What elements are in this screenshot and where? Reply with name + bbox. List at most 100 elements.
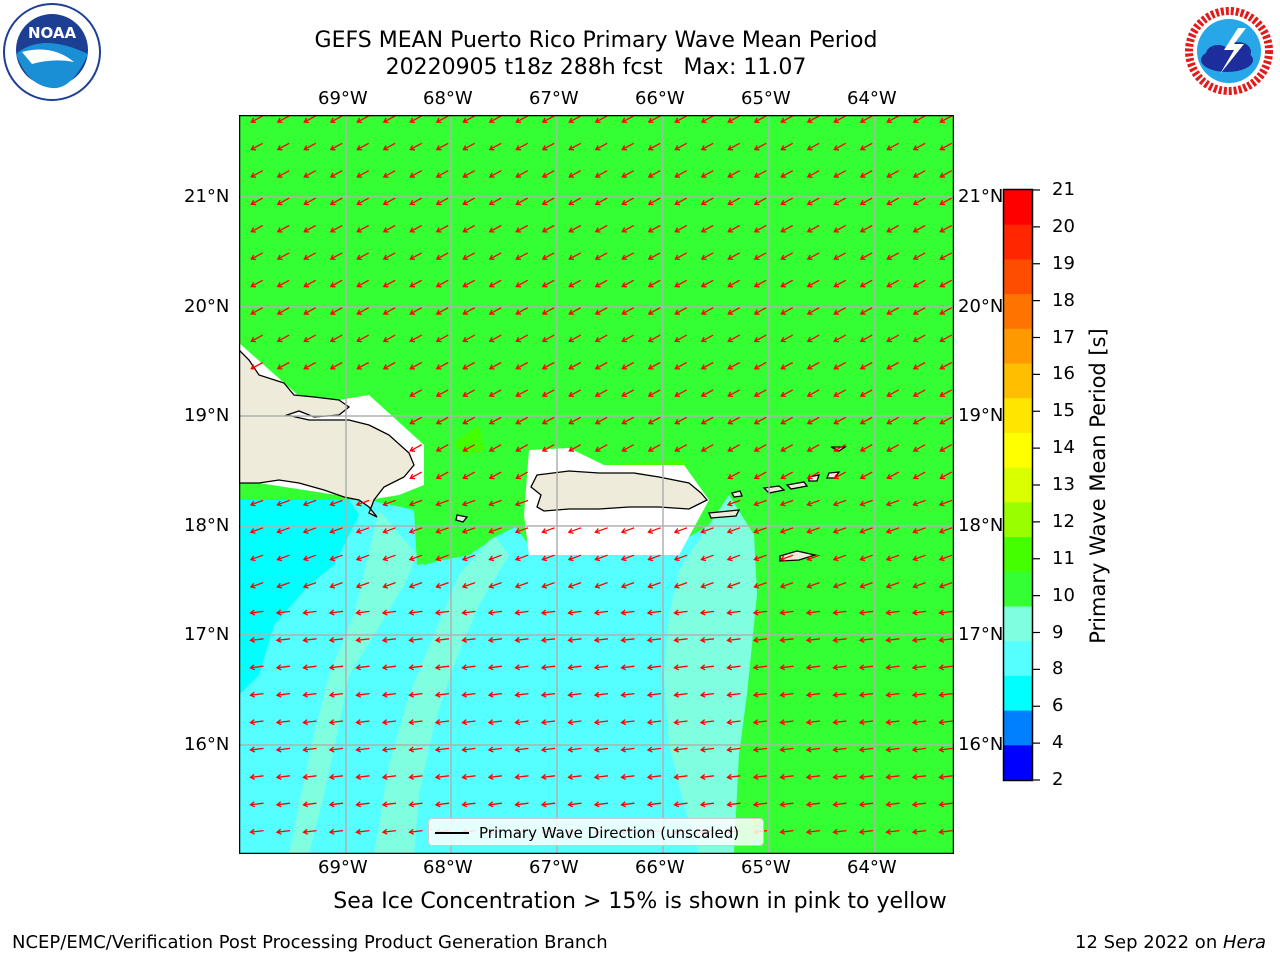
map-legend: Primary Wave Direction (unscaled) (428, 818, 764, 846)
wave-period-map (239, 115, 954, 854)
wave-arrow (912, 416, 926, 425)
wave-arrow (382, 334, 396, 343)
wave-arrow (726, 746, 741, 753)
wave-arrow (673, 773, 688, 780)
wave-arrow (779, 746, 794, 753)
wave-arrow (488, 499, 502, 507)
chart-subtitle: 20220905 t18z 288h fcst Max: 11.07 (385, 55, 807, 80)
wave-direction-arrows (249, 115, 953, 835)
wave-arrow (859, 115, 873, 124)
wave-arrow (355, 773, 370, 780)
wave-arrow (938, 828, 953, 835)
wave-arrow (939, 416, 953, 425)
wave-arrow (541, 197, 555, 206)
wave-arrow (885, 801, 900, 808)
wave-arrow (409, 307, 423, 315)
wave-arrow (727, 334, 741, 343)
wave-arrow (461, 554, 476, 562)
wave-arrow (356, 224, 370, 233)
wave-arrow (568, 444, 582, 452)
wave-arrow (567, 609, 582, 616)
wave-arrow (594, 389, 608, 398)
colorbar-segment (1004, 467, 1032, 503)
wave-arrow (303, 115, 317, 124)
colorbar (1002, 188, 1040, 782)
wave-arrow (567, 527, 582, 534)
lat-label-left: 17°N (184, 624, 230, 645)
wave-arrow (646, 609, 662, 616)
wave-arrow (673, 664, 688, 671)
wave-arrow (858, 719, 874, 726)
wave-arrow (912, 444, 926, 452)
wave-arrow (567, 664, 582, 671)
wave-arrow (806, 252, 820, 261)
wave-arrow (409, 444, 423, 452)
wave-arrow (302, 801, 317, 808)
wave-arrow (276, 499, 290, 507)
wave-arrow (806, 416, 820, 425)
lat-label-right: 17°N (958, 624, 1004, 645)
lat-label-left: 19°N (184, 405, 230, 426)
wave-arrow (806, 527, 820, 534)
wave-arrow (673, 801, 688, 808)
wave-arrow (753, 554, 767, 562)
wave-arrow (568, 416, 582, 425)
wave-arrow (461, 719, 476, 726)
period-field-9-10 (289, 510, 417, 854)
wave-arrow (355, 499, 370, 507)
wave-arrow (329, 279, 343, 288)
wave-arrow (488, 334, 502, 343)
wave-arrow (780, 115, 794, 124)
wave-arrow (700, 444, 714, 452)
wave-arrow (541, 334, 555, 343)
wave-arrow (381, 636, 397, 643)
wave-arrow (806, 581, 820, 589)
wave-arrow (488, 361, 502, 370)
wave-arrow (408, 527, 423, 534)
wave-arrow (329, 527, 343, 534)
colorbar-segment (1004, 363, 1032, 399)
wave-arrow (833, 170, 847, 178)
wave-arrow (859, 361, 873, 370)
wave-arrow (912, 581, 926, 589)
wave-arrow (488, 471, 502, 480)
wave-arrow (805, 719, 821, 726)
wave-arrow (859, 416, 873, 425)
wave-arrow (621, 115, 635, 124)
wave-arrow (647, 252, 661, 261)
wave-arrow (487, 773, 503, 780)
wave-arrow (833, 279, 847, 288)
period-field-11-12 (454, 425, 484, 455)
colorbar-tick-label: 15 (1052, 400, 1075, 422)
wave-arrow (540, 664, 556, 671)
wave-arrow (886, 361, 900, 370)
wave-arrow (568, 170, 582, 178)
wave-arrow (303, 224, 317, 233)
wave-arrow (938, 773, 953, 780)
wave-arrow (939, 471, 953, 480)
wave-arrow (515, 361, 529, 370)
wave-arrow (805, 691, 821, 698)
wave-arrow (674, 224, 688, 233)
wave-arrow (461, 527, 476, 534)
wave-arrow (886, 471, 900, 480)
wave-arrow (885, 664, 900, 671)
wave-arrow (461, 636, 476, 643)
wave-arrow (594, 416, 608, 425)
wave-arrow (699, 719, 715, 726)
wave-arrow (620, 581, 635, 589)
wave-arrow (911, 609, 927, 616)
wave-arrow (805, 664, 821, 671)
wave-arrow (911, 691, 927, 698)
wave-arrow (568, 197, 582, 206)
wave-arrow (646, 801, 662, 808)
wave-arrow (885, 581, 900, 589)
wave-arrow (752, 773, 768, 780)
wave-arrow (329, 252, 343, 261)
wave-arrow (726, 609, 741, 616)
lon-label-top: 66°W (635, 88, 685, 109)
wave-arrow (647, 416, 661, 425)
wave-arrow (541, 581, 555, 589)
wave-arrow (727, 170, 741, 178)
wave-arrow (435, 279, 449, 288)
